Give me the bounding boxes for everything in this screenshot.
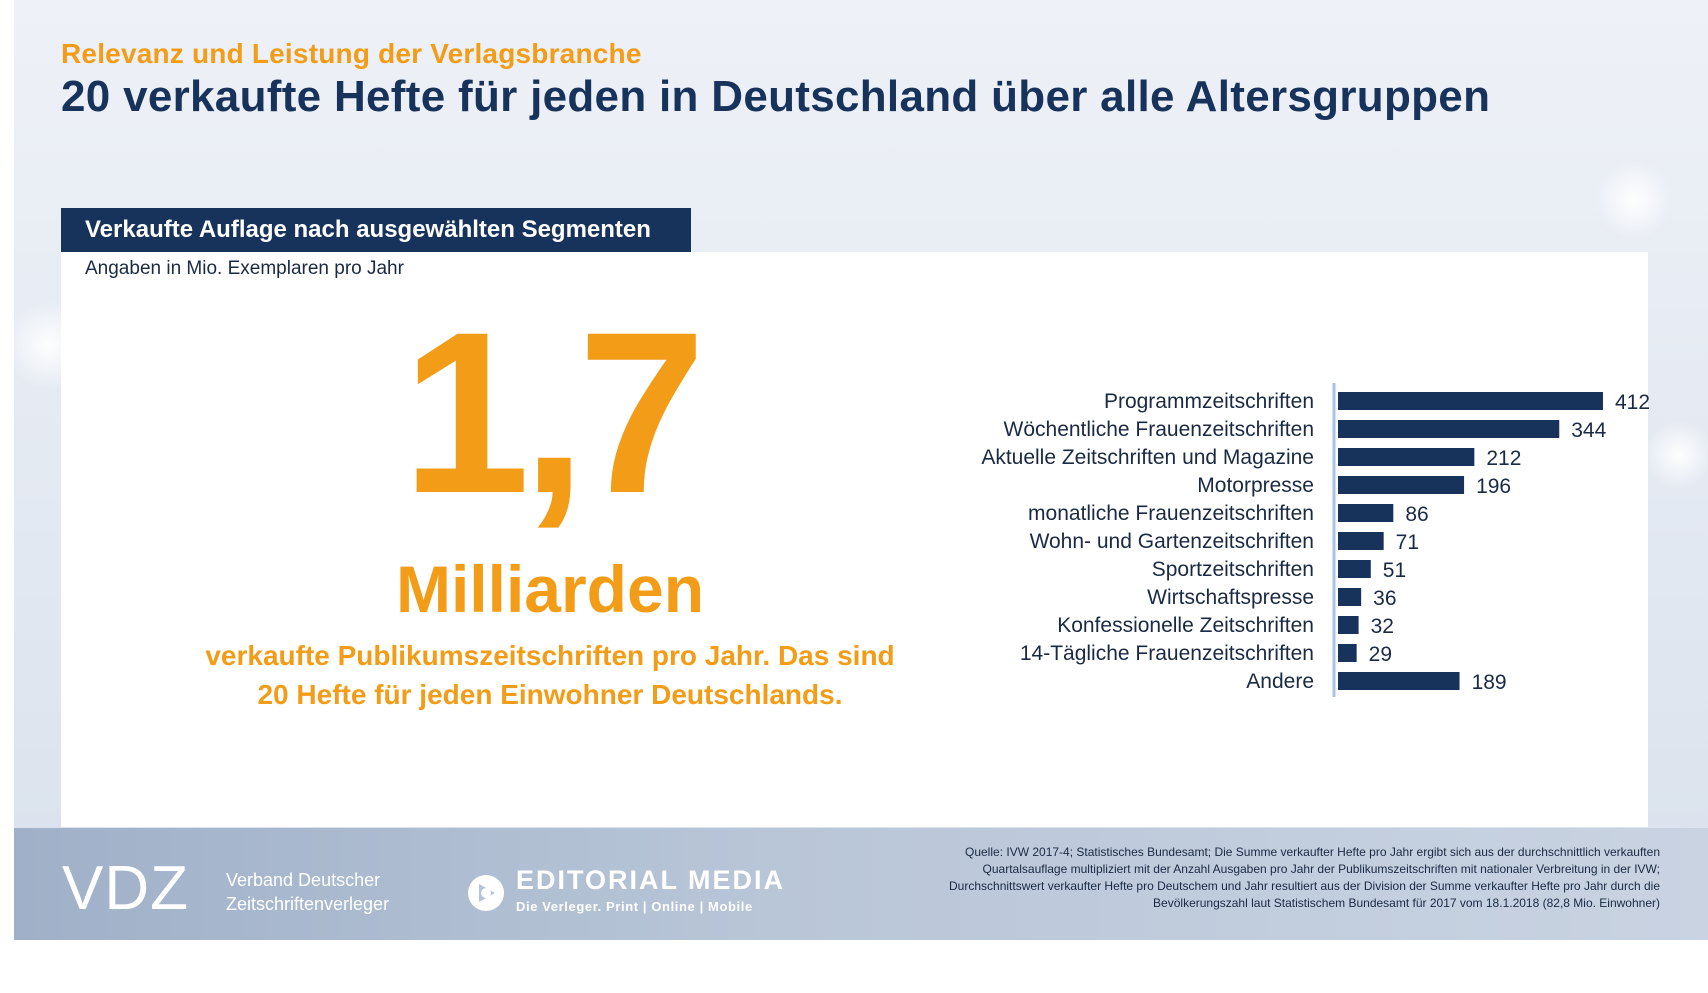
value-label: 29 [1369,643,1392,666]
category-label: monatliche Frauenzeitschriften [1028,502,1314,525]
source-line: Durchschnittswert verkaufter Hefte pro D… [949,879,1660,893]
bar [1338,560,1371,578]
category-label: Programmzeitschriften [1104,390,1314,413]
value-label: 212 [1486,447,1521,470]
highlight-description: verkaufte Publikumszeitschriften pro Jah… [190,636,910,714]
bar [1338,392,1603,410]
vdz-org-line: Zeitschriftenverleger [226,894,390,914]
bar [1338,420,1560,438]
category-label: 14-Tägliche Frauenzeitschriften [1020,642,1314,665]
editorial-media-tagline: Die Verleger. Print | Online | Mobile [516,899,753,914]
highlight-description-line: 20 Hefte für jeden Einwohner Deutschland… [257,679,843,710]
source-line: Quartalsauflage multipliziert mit der An… [982,862,1660,876]
value-label: 32 [1371,615,1394,638]
value-label: 189 [1472,671,1507,694]
light-glow [1644,420,1708,490]
bar [1338,504,1394,522]
source-note: Quelle: IVW 2017-4; Statistisches Bundes… [860,844,1660,912]
header-kicker: Relevanz und Leistung der Verlagsbranche [61,38,642,69]
value-label: 36 [1373,587,1396,610]
category-label: Wirtschaftspresse [1147,586,1314,609]
category-label: Aktuelle Zeitschriften und Magazine [981,446,1314,469]
vdz-logo: VDZ [62,854,189,923]
value-label: 86 [1405,503,1428,526]
vdz-organization-name: Verband Deutscher Zeitschriftenverleger [226,868,426,916]
category-label: Wöchentliche Frauenzeitschriften [1004,418,1314,441]
highlight-unit: Milliarden [395,552,705,626]
value-label: 71 [1396,531,1419,554]
bar [1338,448,1475,466]
value-label: 196 [1476,475,1511,498]
category-label: Sportzeitschriften [1152,558,1314,581]
panel-tab-title: Verkaufte Auflage nach ausgewählten Segm… [61,208,691,252]
value-label: 344 [1571,419,1606,442]
light-glow [1594,160,1674,240]
value-label: 51 [1383,559,1406,582]
vdz-org-line: Verband Deutscher [226,870,381,890]
bar [1338,588,1362,606]
highlight-number: 1,7 [402,284,706,541]
bar [1338,672,1460,690]
bar [1338,644,1357,662]
category-label: Motorpresse [1197,474,1314,497]
bar [1338,476,1465,494]
category-label: Andere [1246,670,1314,693]
unit-note: Angaben in Mio. Exemplaren pro Jahr [85,258,404,279]
footer-bar [14,828,1708,940]
bar [1338,616,1359,634]
source-line: Quelle: IVW 2017-4; Statistisches Bundes… [965,845,1660,859]
editorial-media-name: EDITORIAL MEDIA [516,865,786,895]
source-line: Bevölkerungszahl laut Statistischem Bund… [1153,896,1660,910]
highlight-description-line: verkaufte Publikumszeitschriften pro Jah… [205,640,895,671]
category-label: Konfessionelle Zeitschriften [1057,614,1314,637]
editorial-media-logo-icon [468,875,504,911]
value-label: 412 [1615,391,1650,414]
bar [1338,532,1384,550]
category-label: Wohn- und Gartenzeitschriften [1030,530,1314,553]
page-title: 20 verkaufte Hefte für jeden in Deutschl… [61,72,1491,121]
